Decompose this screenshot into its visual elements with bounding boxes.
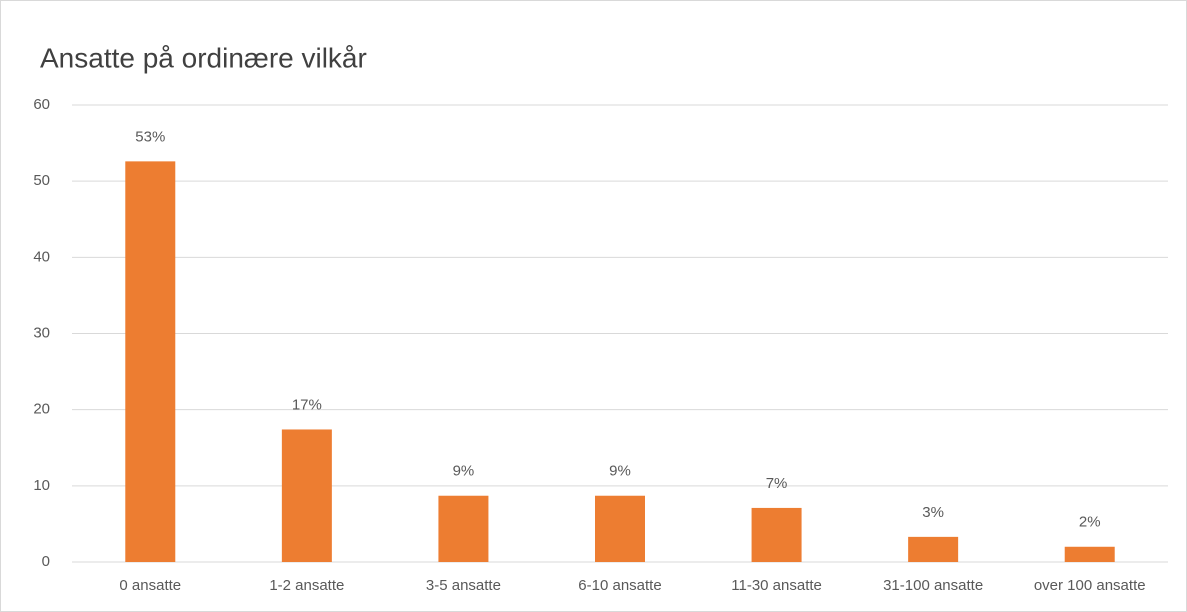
y-tick-label: 50: [33, 172, 50, 189]
x-tick-label: 0 ansatte: [119, 577, 181, 594]
data-label: 2%: [1079, 514, 1101, 531]
data-label: 53%: [135, 128, 165, 145]
y-tick-label: 30: [33, 324, 50, 341]
y-tick-label: 0: [42, 553, 50, 570]
bar: [751, 507, 802, 562]
x-tick-label: 6-10 ansatte: [578, 577, 661, 594]
bar: [908, 536, 959, 562]
x-tick-label: 3-5 ansatte: [426, 577, 501, 594]
data-label: 17%: [292, 396, 322, 413]
data-label: 3%: [922, 504, 944, 521]
y-tick-label: 40: [33, 248, 50, 265]
x-tick-label: over 100 ansatte: [1034, 577, 1146, 594]
data-label: 9%: [609, 463, 631, 480]
y-tick-label: 10: [33, 477, 50, 494]
bar: [595, 495, 645, 562]
data-label: 9%: [453, 463, 475, 480]
bar: [125, 161, 176, 562]
data-label: 7%: [766, 475, 788, 492]
y-tick-label: 20: [33, 401, 50, 418]
y-tick-label: 60: [33, 96, 50, 113]
x-tick-label: 11-30 ansatte: [731, 577, 822, 594]
x-tick-label: 1-2 ansatte: [269, 577, 344, 594]
x-tick-label: 31-100 ansatte: [883, 577, 983, 594]
bar: [281, 429, 332, 562]
bar: [1064, 546, 1115, 562]
bar: [438, 495, 489, 562]
chart-title: Ansatte på ordinære vilkår: [40, 42, 367, 73]
